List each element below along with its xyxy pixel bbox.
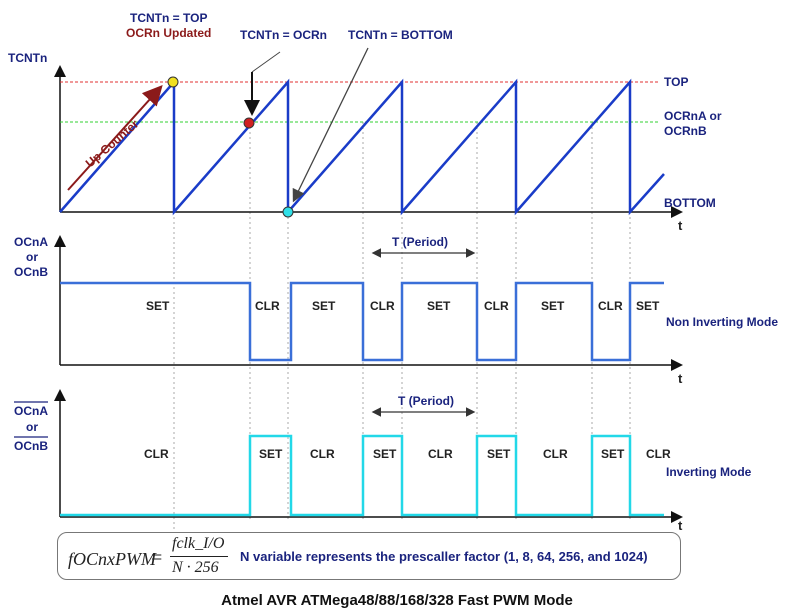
top-label: TOP [664,75,688,89]
top-marker [167,76,179,88]
noninv-state-8: CLR [598,299,623,313]
counter-t-label: t [678,218,683,233]
inv-state-3: CLR [310,447,335,461]
inv-state-8: SET [601,447,625,461]
inv-state-2: SET [259,447,283,461]
noninv-ylabel-2: or [26,250,38,264]
counter-ylabel: TCNTn [8,51,47,65]
annot-tcnt-ocr: TCNTn = OCRn [240,28,327,42]
counter-plot: TCNTn = TOP OCRn Updated TCNTn = OCRn TC… [8,11,722,233]
inv-waveform [60,434,664,517]
ocr-marker [243,117,255,129]
formula-fraction-bar [170,556,228,557]
inv-mode-label: Inverting Mode [666,465,752,479]
formula-denominator: N · 256 [172,559,219,576]
inv-state-1: CLR [144,447,169,461]
formula-note: N variable represents the prescaller fac… [240,549,648,564]
bottom-label: BOTTOM [664,196,716,210]
formula-box [57,532,681,580]
noninv-state-5: SET [427,299,451,313]
noninv-state-3: SET [312,299,336,313]
annot-tcnt-bottom: TCNTn = BOTTOM [348,28,453,42]
formula-equals: = [151,547,163,569]
up-counter-label: Up Counter [83,117,142,171]
noninv-state-9: SET [636,299,660,313]
noninv-state-4: CLR [370,299,395,313]
figure-caption: Atmel AVR ATMega48/88/168/328 Fast PWM M… [221,592,573,609]
inverting-plot: T (Period) OCnA or OCnB CLR SET CLR SET … [14,389,752,533]
noninv-period-label: T (Period) [392,235,448,249]
annot-ocr-updated: OCRn Updated [126,26,211,40]
inv-state-4: SET [373,447,397,461]
up-counter-arrow [67,85,163,191]
inv-state-6: SET [487,447,511,461]
ocr-label-2: OCRnB [664,124,707,138]
ocr-label-1: OCRnA or [664,109,722,123]
inv-ylabel-2: or [26,420,38,434]
annot-tcnt-top: TCNTn = TOP [130,11,207,25]
inv-t-label: t [678,518,683,533]
noninv-state-6: CLR [484,299,509,313]
bottom-pointer-arrow [292,47,369,203]
noninv-ylabel-1: OCnA [14,235,48,249]
noninv-state-2: CLR [255,299,280,313]
bottom-marker [282,206,294,218]
noninv-t-label: t [678,371,683,386]
inv-state-5: CLR [428,447,453,461]
noninv-mode-label: Non Inverting Mode [666,315,778,329]
noninverting-plot: T (Period) OCnA or OCnB SET CLR SET CLR … [14,235,778,386]
noninv-waveform [60,281,664,362]
inv-ylabel-3: OCnB [14,439,48,453]
formula-numerator: fclk_I/O [172,535,225,552]
ocr-pointer-arrow [251,51,281,73]
inv-ylabel-1: OCnA [14,404,48,418]
noninv-ylabel-3: OCnB [14,265,48,279]
inv-state-7: CLR [543,447,568,461]
noninv-state-1: SET [146,299,170,313]
inv-state-9: CLR [646,447,671,461]
sawtooth-waveform [59,78,665,216]
formula-lhs: fOCnxPWM [68,549,156,569]
noninv-state-7: SET [541,299,565,313]
inv-period-label: T (Period) [398,394,454,408]
